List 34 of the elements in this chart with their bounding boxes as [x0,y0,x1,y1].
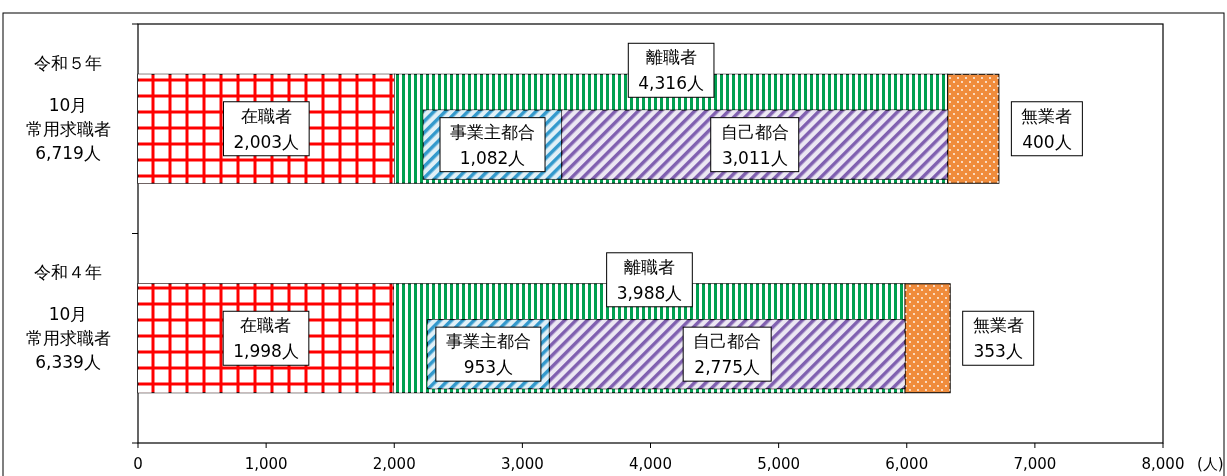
data-label: 953人 [463,357,514,378]
data-label: 353人 [973,341,1023,362]
x-tick-label: 7,000 [1013,455,1057,473]
x-tick-label: 5,000 [757,455,801,473]
data-label: 400人 [1022,131,1072,152]
x-axis-title: (人) [1197,455,1224,473]
series-label: 在職者 [240,105,292,126]
x-tick-label: 1,000 [244,455,288,473]
x-tick-label: 3,000 [500,455,544,473]
series-label: 事業主都合 [450,121,536,142]
data-label: 2,003人 [233,131,300,152]
total-label: 10月常用求職者6,719人 [25,94,111,163]
text: 在職者 [240,315,292,336]
data-label: 4,316人 [638,73,704,94]
data-label: 2,775人 [694,357,761,378]
series-label: 離職者 [645,47,697,68]
x-tick-label: 4,000 [629,455,672,473]
data-label: 3,988人 [616,282,683,303]
total-label: 10月常用求職者6,339人 [25,304,111,373]
series-label: 無業者 [1021,105,1073,126]
data-label: 1,998人 [233,341,299,362]
y-tick-label: 令和４年 [34,262,102,283]
series-label: 自己都合 [720,121,789,142]
x-tick-label: 0 [133,455,143,473]
text: 事業主都合 [445,331,531,352]
data-label: 1,082人 [459,147,526,168]
y-tick-label: 令和５年 [34,52,102,73]
data-label: 3,011人 [721,147,788,168]
text: 離職者 [623,256,675,277]
text: 無業者 [972,315,1024,336]
x-tick-label: 6,000 [885,455,929,473]
x-tick-label: 2,000 [372,455,416,473]
text: 自己都合 [693,331,762,352]
x-tick-label: 8,000 [1141,455,1185,473]
